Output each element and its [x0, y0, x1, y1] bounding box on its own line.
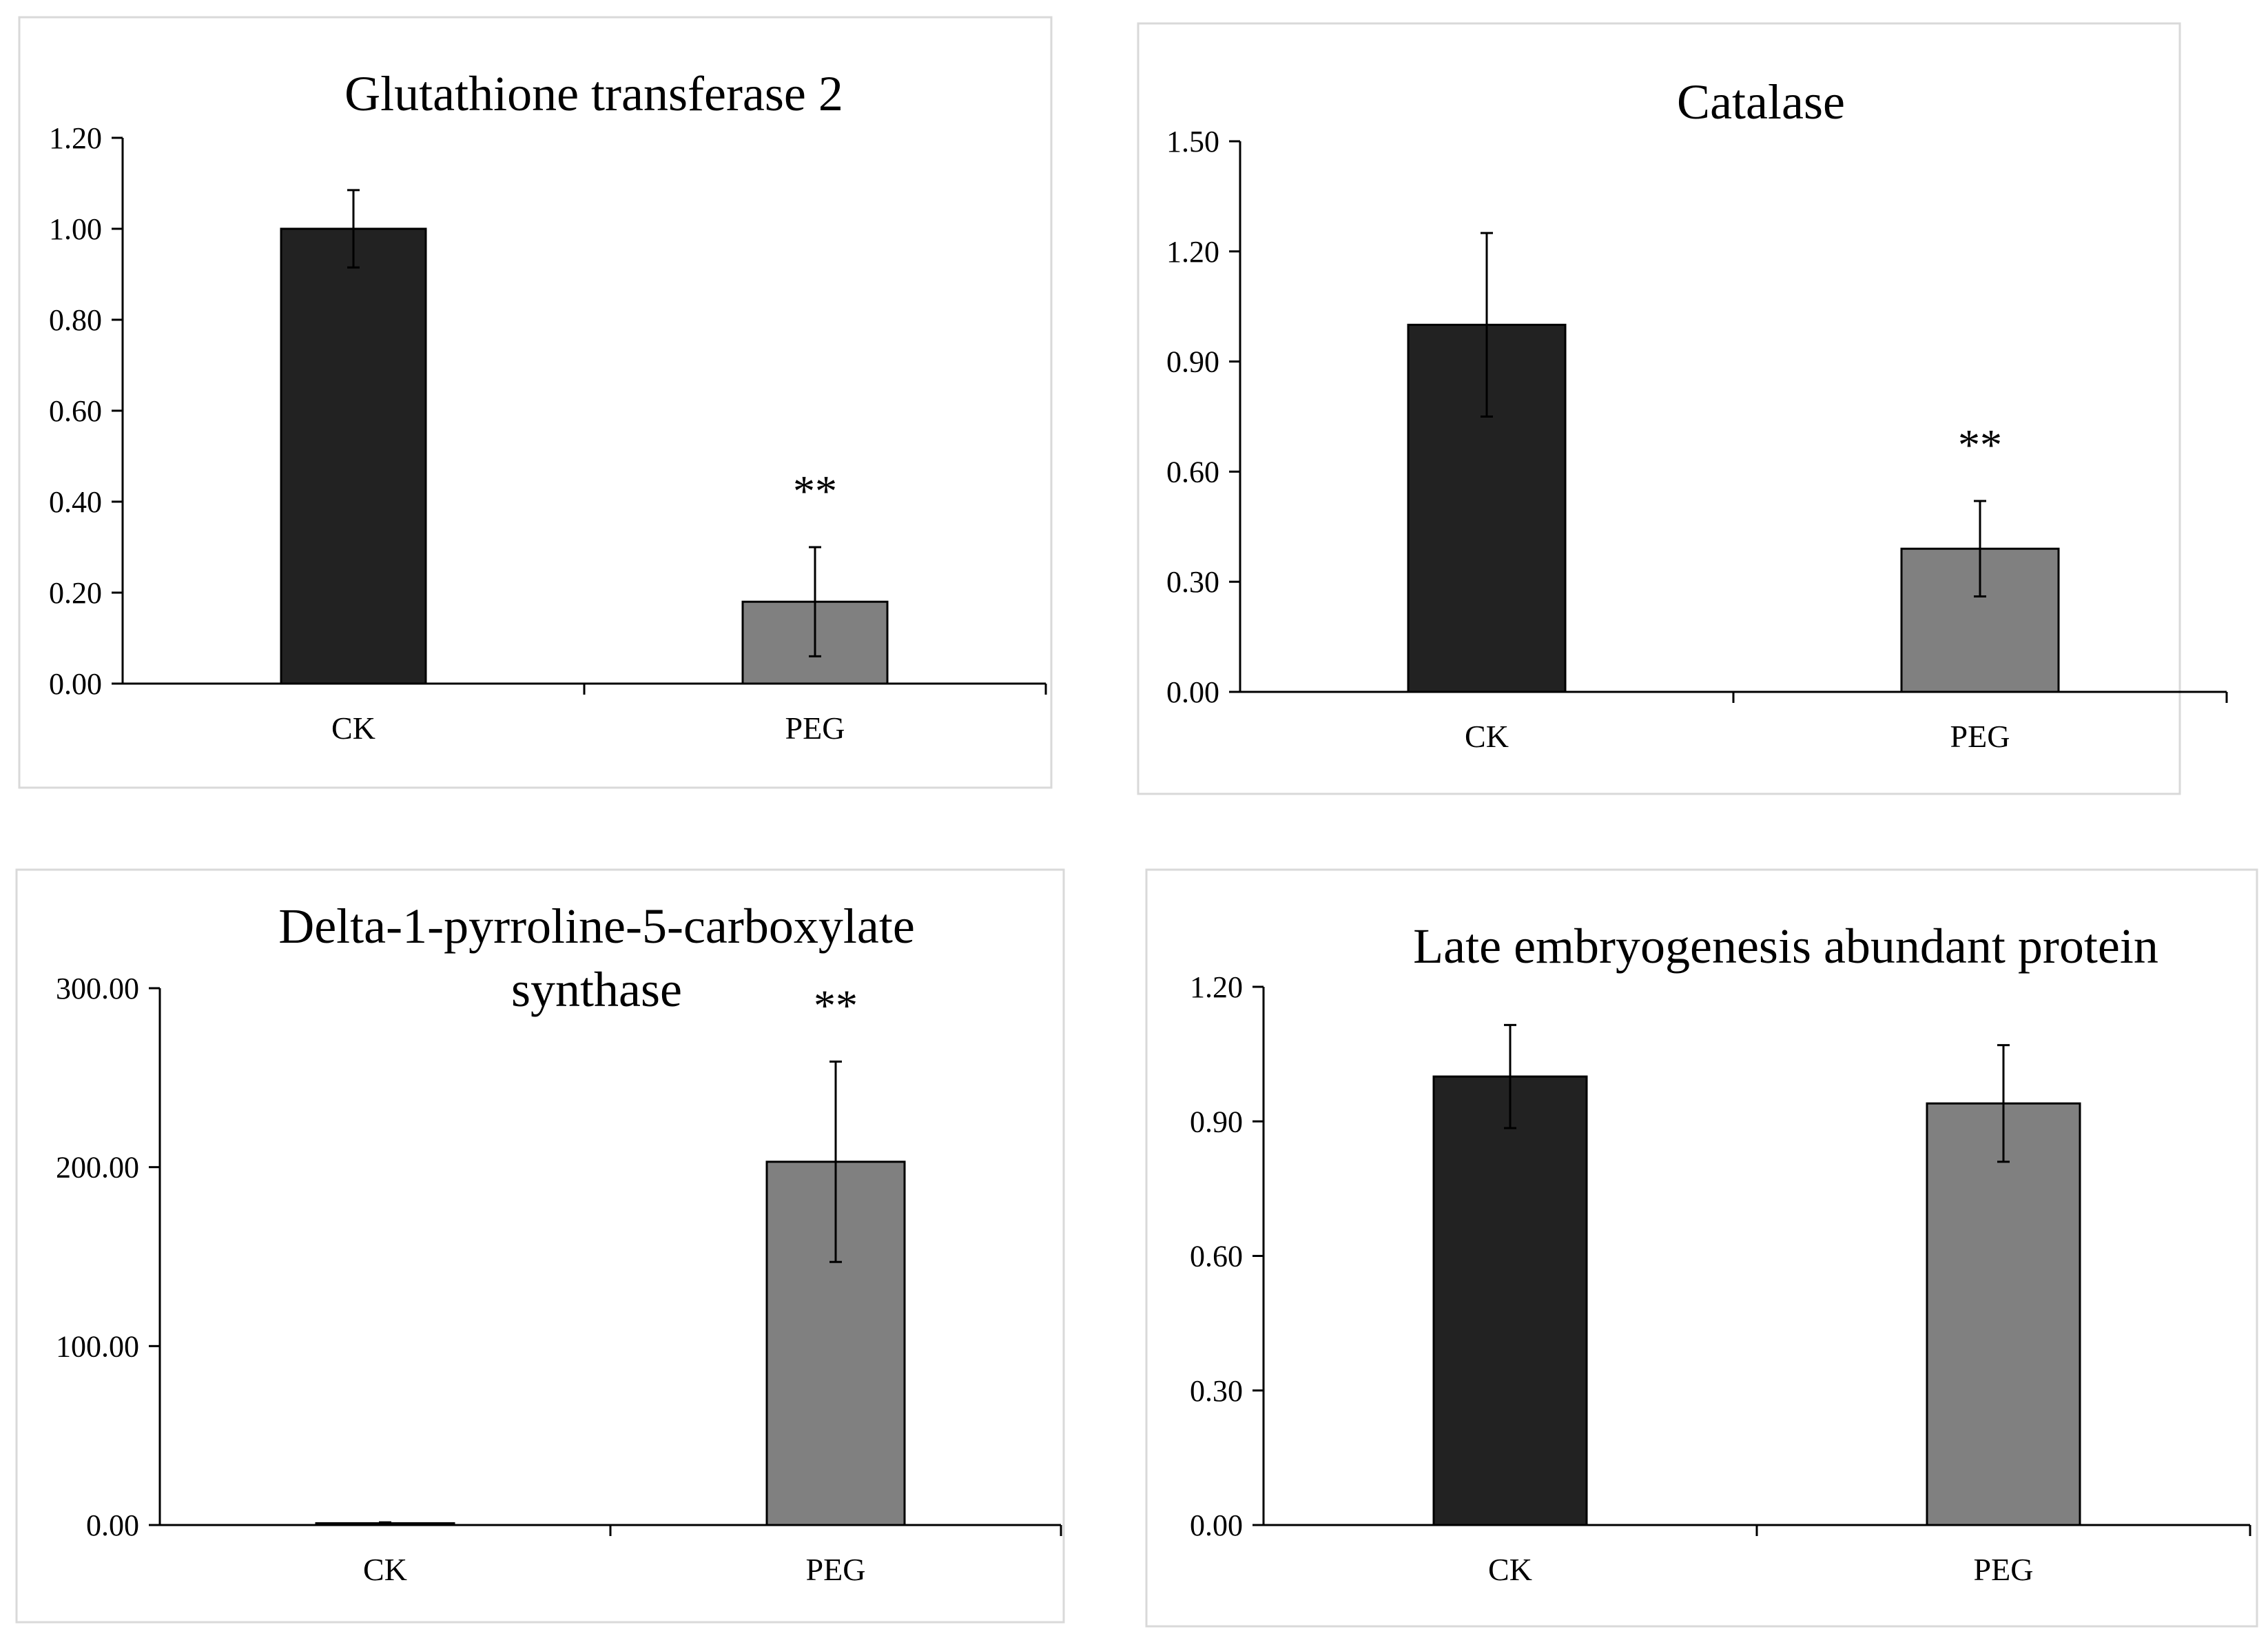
y-tick-label: 0.40 — [49, 485, 102, 519]
y-tick-label: 0.00 — [1190, 1508, 1243, 1542]
significance-marker: ** — [793, 467, 837, 515]
x-category-label: PEG — [785, 710, 845, 746]
y-tick-label: 0.90 — [1190, 1105, 1243, 1138]
x-category-label: PEG — [1950, 719, 2010, 754]
y-tick-label: 1.50 — [1166, 125, 1219, 158]
y-tick-label: 0.00 — [49, 667, 102, 701]
y-tick-label: 0.30 — [1190, 1374, 1243, 1408]
chart-title: Catalase — [1677, 74, 1845, 130]
y-tick-label: 100.00 — [56, 1329, 139, 1363]
chart-title: Delta-1-pyrroline-5-carboxylate — [278, 899, 915, 954]
y-tick-label: 0.60 — [49, 394, 102, 428]
chart-panel: Glutathione transferase 2 0.00 0.20 0.40 0.6… — [18, 16, 1053, 789]
bar-peg — [1926, 1102, 2081, 1526]
y-tick-label: 0.60 — [1190, 1240, 1243, 1273]
y-tick-label: 0.30 — [1166, 565, 1219, 599]
x-category-label: CK — [363, 1552, 407, 1587]
y-tick-label: 0.90 — [1166, 345, 1219, 379]
chart-frame — [1145, 868, 2258, 1628]
significance-marker: ** — [814, 981, 858, 1030]
y-tick-label: 0.00 — [86, 1508, 139, 1542]
y-tick-label: 0.80 — [49, 303, 102, 337]
x-category-label: CK — [1488, 1552, 1532, 1587]
chart-frame — [18, 16, 1053, 789]
chart-title: Glutathione transferase 2 — [344, 66, 843, 121]
y-tick-label: 1.20 — [1190, 970, 1243, 1004]
y-tick-label: 0.60 — [1166, 455, 1219, 489]
bar-ck — [1432, 1075, 1588, 1526]
y-tick-label: 0.20 — [49, 576, 102, 610]
x-category-label: CK — [1465, 719, 1509, 754]
y-tick-label: 1.20 — [49, 121, 102, 155]
chart-title: synthase — [511, 962, 682, 1017]
significance-marker: ** — [1958, 420, 2002, 469]
y-tick-label: 200.00 — [56, 1151, 139, 1185]
chart-panel: Catalase 0.00 0.30 0.60 0.90 1.20 1.50 CK PEG ** — [1137, 22, 2228, 795]
y-tick-label: 1.20 — [1166, 235, 1219, 269]
chart-panel: Late embryogenesis abundant protein 0.00 0… — [1145, 868, 2258, 1628]
chart-title: Late embryogenesis abundant protein — [1413, 919, 2158, 974]
y-tick-label: 0.00 — [1166, 675, 1219, 709]
y-tick-label: 1.00 — [49, 212, 102, 246]
chart-panel: Delta-1-pyrroline-5-carboxylate synthase 0… — [15, 868, 1065, 1624]
x-category-label: PEG — [806, 1552, 866, 1587]
x-category-label: PEG — [1974, 1552, 2034, 1587]
x-category-label: CK — [331, 710, 375, 746]
bar-ck — [280, 227, 427, 685]
y-tick-label: 300.00 — [56, 972, 139, 1005]
